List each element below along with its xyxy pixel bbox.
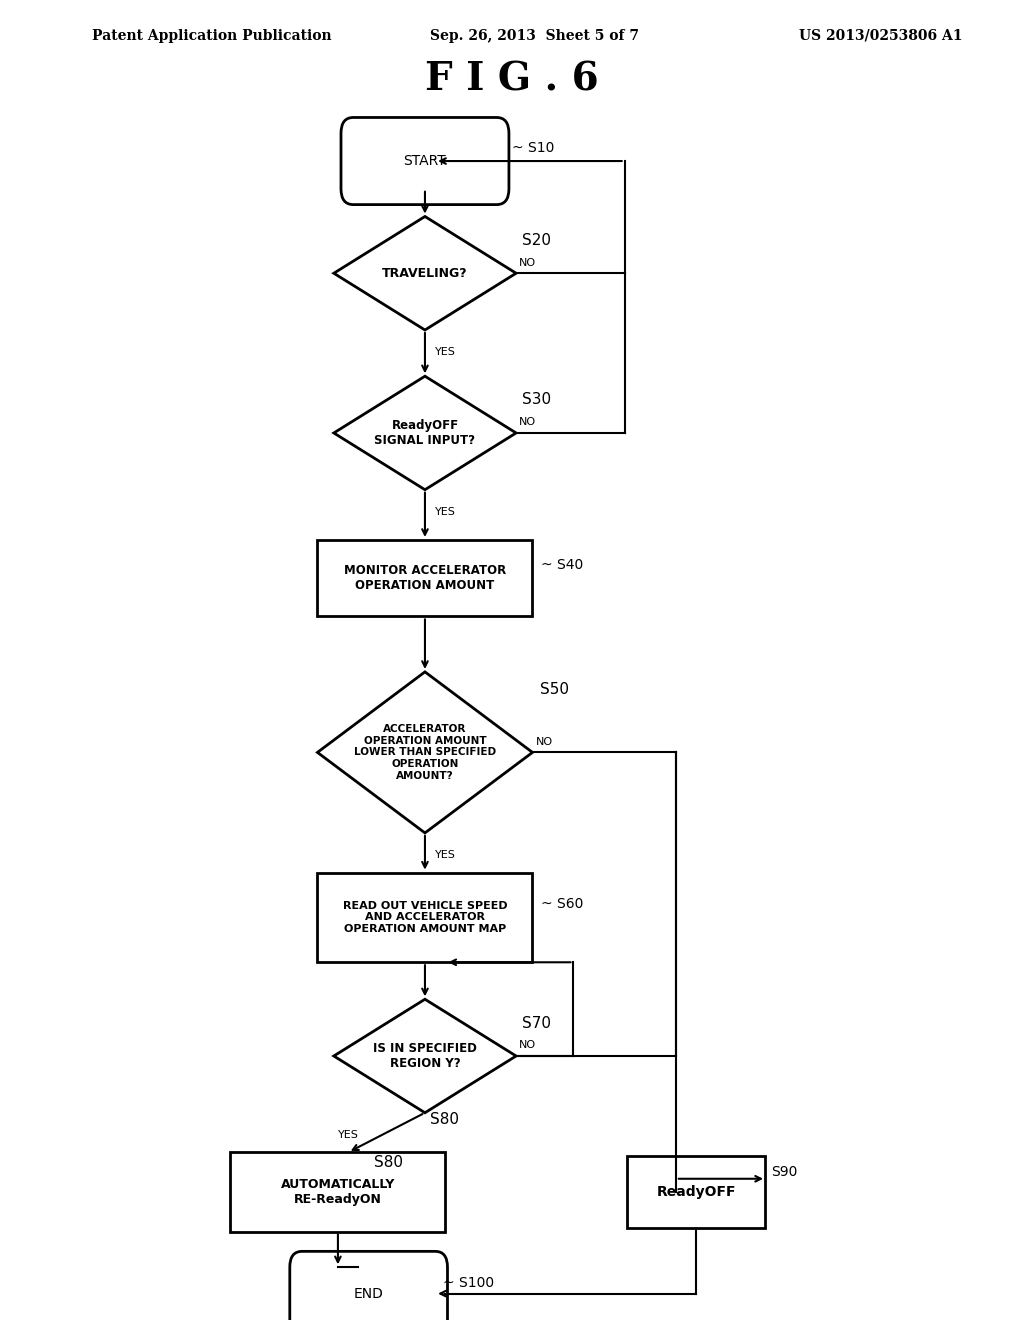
Bar <box>317 873 532 962</box>
Text: AUTOMATICALLY
RE-ReadyON: AUTOMATICALLY RE-ReadyON <box>281 1177 395 1206</box>
Text: NO: NO <box>536 737 553 747</box>
Text: READ OUT VEHICLE SPEED
AND ACCELERATOR
OPERATION AMOUNT MAP: READ OUT VEHICLE SPEED AND ACCELERATOR O… <box>343 900 507 935</box>
Text: S50: S50 <box>540 681 568 697</box>
Text: YES: YES <box>435 507 456 517</box>
FancyBboxPatch shape <box>290 1251 447 1320</box>
Text: F I G . 6: F I G . 6 <box>425 61 599 98</box>
Text: END: END <box>353 1287 384 1300</box>
Bar <box>317 540 532 616</box>
Text: TRAVELING?: TRAVELING? <box>382 267 468 280</box>
Text: MONITOR ACCELERATOR
OPERATION AMOUNT: MONITOR ACCELERATOR OPERATION AMOUNT <box>344 564 506 593</box>
Text: S70: S70 <box>522 1015 551 1031</box>
Polygon shape <box>334 376 516 490</box>
Text: ReadyOFF
SIGNAL INPUT?: ReadyOFF SIGNAL INPUT? <box>375 418 475 447</box>
Text: ACCELERATOR
OPERATION AMOUNT
LOWER THAN SPECIFIED
OPERATION
AMOUNT?: ACCELERATOR OPERATION AMOUNT LOWER THAN … <box>354 725 496 780</box>
Text: START: START <box>403 154 446 168</box>
Text: S80: S80 <box>430 1111 459 1127</box>
Text: S90: S90 <box>771 1166 798 1179</box>
Text: Patent Application Publication: Patent Application Publication <box>92 29 332 42</box>
Text: ~ S60: ~ S60 <box>541 898 583 911</box>
Text: S20: S20 <box>522 232 551 248</box>
Text: ~ S10: ~ S10 <box>512 141 554 154</box>
Text: Sep. 26, 2013  Sheet 5 of 7: Sep. 26, 2013 Sheet 5 of 7 <box>430 29 639 42</box>
Text: NO: NO <box>519 417 537 428</box>
Text: ~ S100: ~ S100 <box>443 1276 495 1290</box>
Text: S80: S80 <box>374 1155 402 1171</box>
Text: ReadyOFF: ReadyOFF <box>656 1185 736 1199</box>
Polygon shape <box>334 999 516 1113</box>
Text: YES: YES <box>338 1130 358 1140</box>
FancyBboxPatch shape <box>341 117 509 205</box>
Text: S30: S30 <box>522 392 551 408</box>
Text: ~ S40: ~ S40 <box>541 558 583 572</box>
Text: YES: YES <box>435 850 456 861</box>
Text: IS IN SPECIFIED
REGION Y?: IS IN SPECIFIED REGION Y? <box>373 1041 477 1071</box>
Text: YES: YES <box>435 347 456 358</box>
Bar <box>230 1152 445 1232</box>
Text: NO: NO <box>519 1040 537 1051</box>
Bar <box>627 1156 766 1228</box>
Polygon shape <box>317 672 532 833</box>
Text: US 2013/0253806 A1: US 2013/0253806 A1 <box>799 29 963 42</box>
Polygon shape <box>334 216 516 330</box>
Text: NO: NO <box>519 257 537 268</box>
